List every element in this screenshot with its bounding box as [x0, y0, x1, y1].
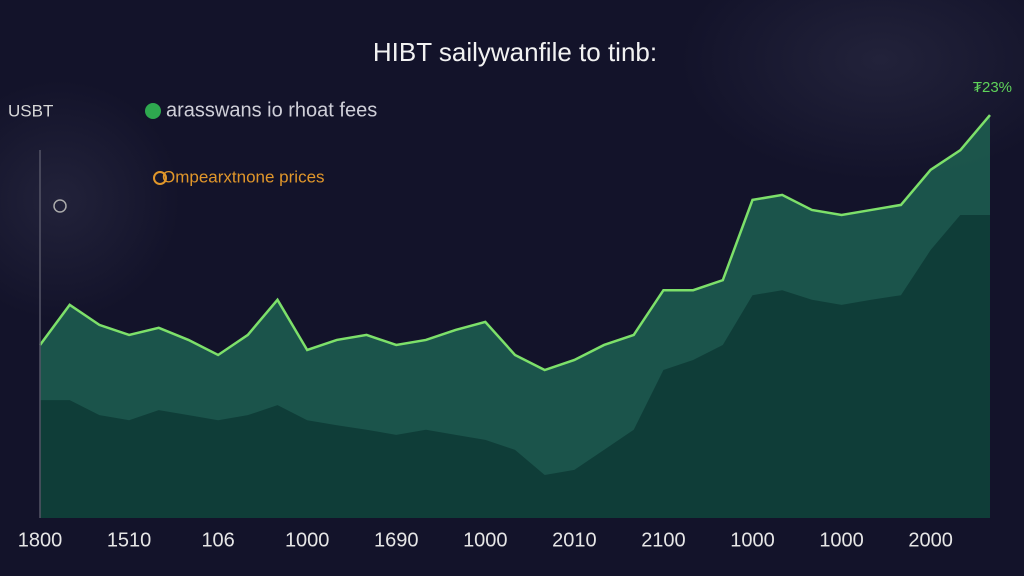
line — [38, 114, 991, 372]
x-tick-label: 1510 — [107, 529, 152, 551]
background-blob — [680, 0, 1024, 180]
plot-area — [38, 114, 991, 518]
x-tick-label: 106 — [201, 529, 234, 551]
x-tick-label: 1690 — [374, 529, 419, 551]
x-tick-label: 1000 — [730, 529, 775, 551]
x-tick-label: 2100 — [641, 529, 686, 551]
legend-swatch — [145, 103, 161, 119]
legend-label: Ompearxtnone prices — [162, 167, 325, 186]
background-blob — [0, 80, 180, 320]
chart-title: HIBT sailywanfile to tinb: — [373, 37, 657, 67]
x-tick-label: 1000 — [463, 529, 508, 551]
x-tick-label: 2010 — [552, 529, 597, 551]
x-tick-label: 2000 — [908, 529, 953, 551]
legend-swatch — [153, 171, 167, 185]
x-tick-label: 1000 — [819, 529, 864, 551]
axis-icon — [53, 199, 67, 213]
annotation: ₮23% — [973, 79, 1012, 96]
y-axis-label: USBT — [8, 101, 53, 120]
x-tick-label: 1000 — [285, 529, 330, 551]
x-tick-label: 1800 — [18, 529, 63, 551]
area — [40, 214, 990, 518]
legend-label: arasswans io rhoat fees — [166, 99, 377, 121]
